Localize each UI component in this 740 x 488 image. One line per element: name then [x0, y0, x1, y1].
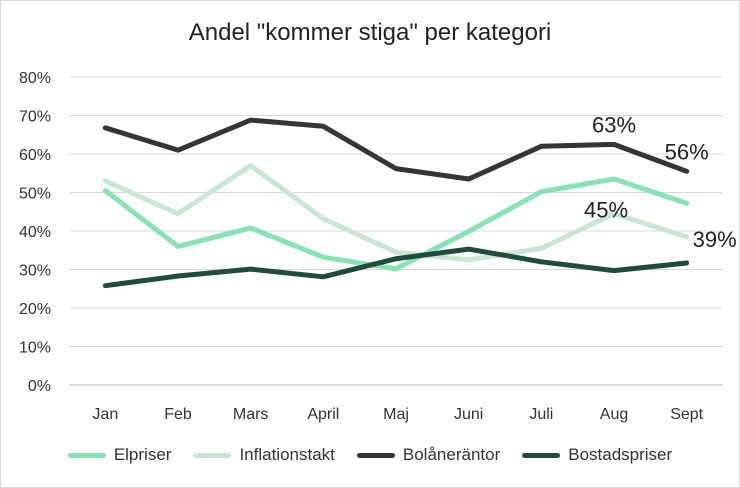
y-tick-label: 10%	[19, 340, 51, 357]
y-tick-label: 60%	[19, 147, 51, 164]
x-axis-ticks: Jan Feb Mars April Maj Juni Juli Aug Sept	[92, 406, 703, 423]
y-axis-ticks: 0% 10% 20% 30% 40% 50% 60% 70% 80%	[19, 70, 51, 395]
series-line-2	[102, 117, 690, 182]
legend-swatch	[193, 452, 232, 458]
x-tick-label: April	[307, 406, 339, 423]
legend-item: Bolåneräntor	[356, 445, 501, 465]
legend-swatch	[522, 452, 561, 458]
data-label: 56%	[665, 139, 709, 164]
data-labels: 63% 56% 45% 39%	[584, 112, 737, 251]
legend-label: Bostadspriser	[568, 445, 673, 464]
data-label: 45%	[584, 198, 628, 223]
x-tick-label: Sept	[670, 406, 703, 423]
legend-label: Elpriser	[113, 445, 172, 464]
legend-item: Elpriser	[67, 445, 172, 465]
x-tick-label: Juli	[529, 406, 553, 423]
y-tick-label: 70%	[19, 109, 51, 126]
chart-title: Andel "kommer stiga" per kategori	[188, 19, 552, 46]
line-chart: 0% 10% 20% 30% 40% 50% 60% 70% 80% Jan Feb Mars Apr…	[19, 70, 737, 423]
series-lines	[102, 117, 690, 289]
y-tick-label: 20%	[19, 301, 51, 318]
y-tick-label: 0%	[28, 378, 51, 395]
y-tick-label: 40%	[19, 224, 51, 241]
x-tick-label: Mars	[233, 406, 269, 423]
legend-item: Inflationstakt	[193, 445, 335, 465]
series-line-0	[102, 176, 690, 272]
y-tick-label: 80%	[19, 70, 51, 87]
gridlines	[69, 76, 723, 386]
legend-item: Bostadspriser	[522, 445, 672, 465]
data-label: 39%	[693, 227, 737, 252]
x-tick-label: Aug	[600, 406, 628, 423]
legend-label: Inflationstakt	[239, 445, 335, 464]
x-tick-label: Juni	[454, 406, 483, 423]
data-label: 63%	[592, 112, 636, 137]
series-line-3	[102, 246, 690, 289]
x-tick-label: Feb	[164, 406, 192, 423]
legend-swatch	[356, 452, 395, 458]
y-tick-label: 30%	[19, 263, 51, 280]
x-tick-label: Jan	[92, 406, 118, 423]
legend-label: Bolåneräntor	[402, 445, 501, 464]
y-tick-label: 50%	[19, 186, 51, 203]
series-line-1	[102, 163, 690, 263]
legend-swatch	[67, 452, 106, 458]
legend: Elpriser Inflationstakt Bolåneräntor Bostad…	[1, 445, 739, 465]
x-tick-label: Maj	[383, 406, 409, 423]
